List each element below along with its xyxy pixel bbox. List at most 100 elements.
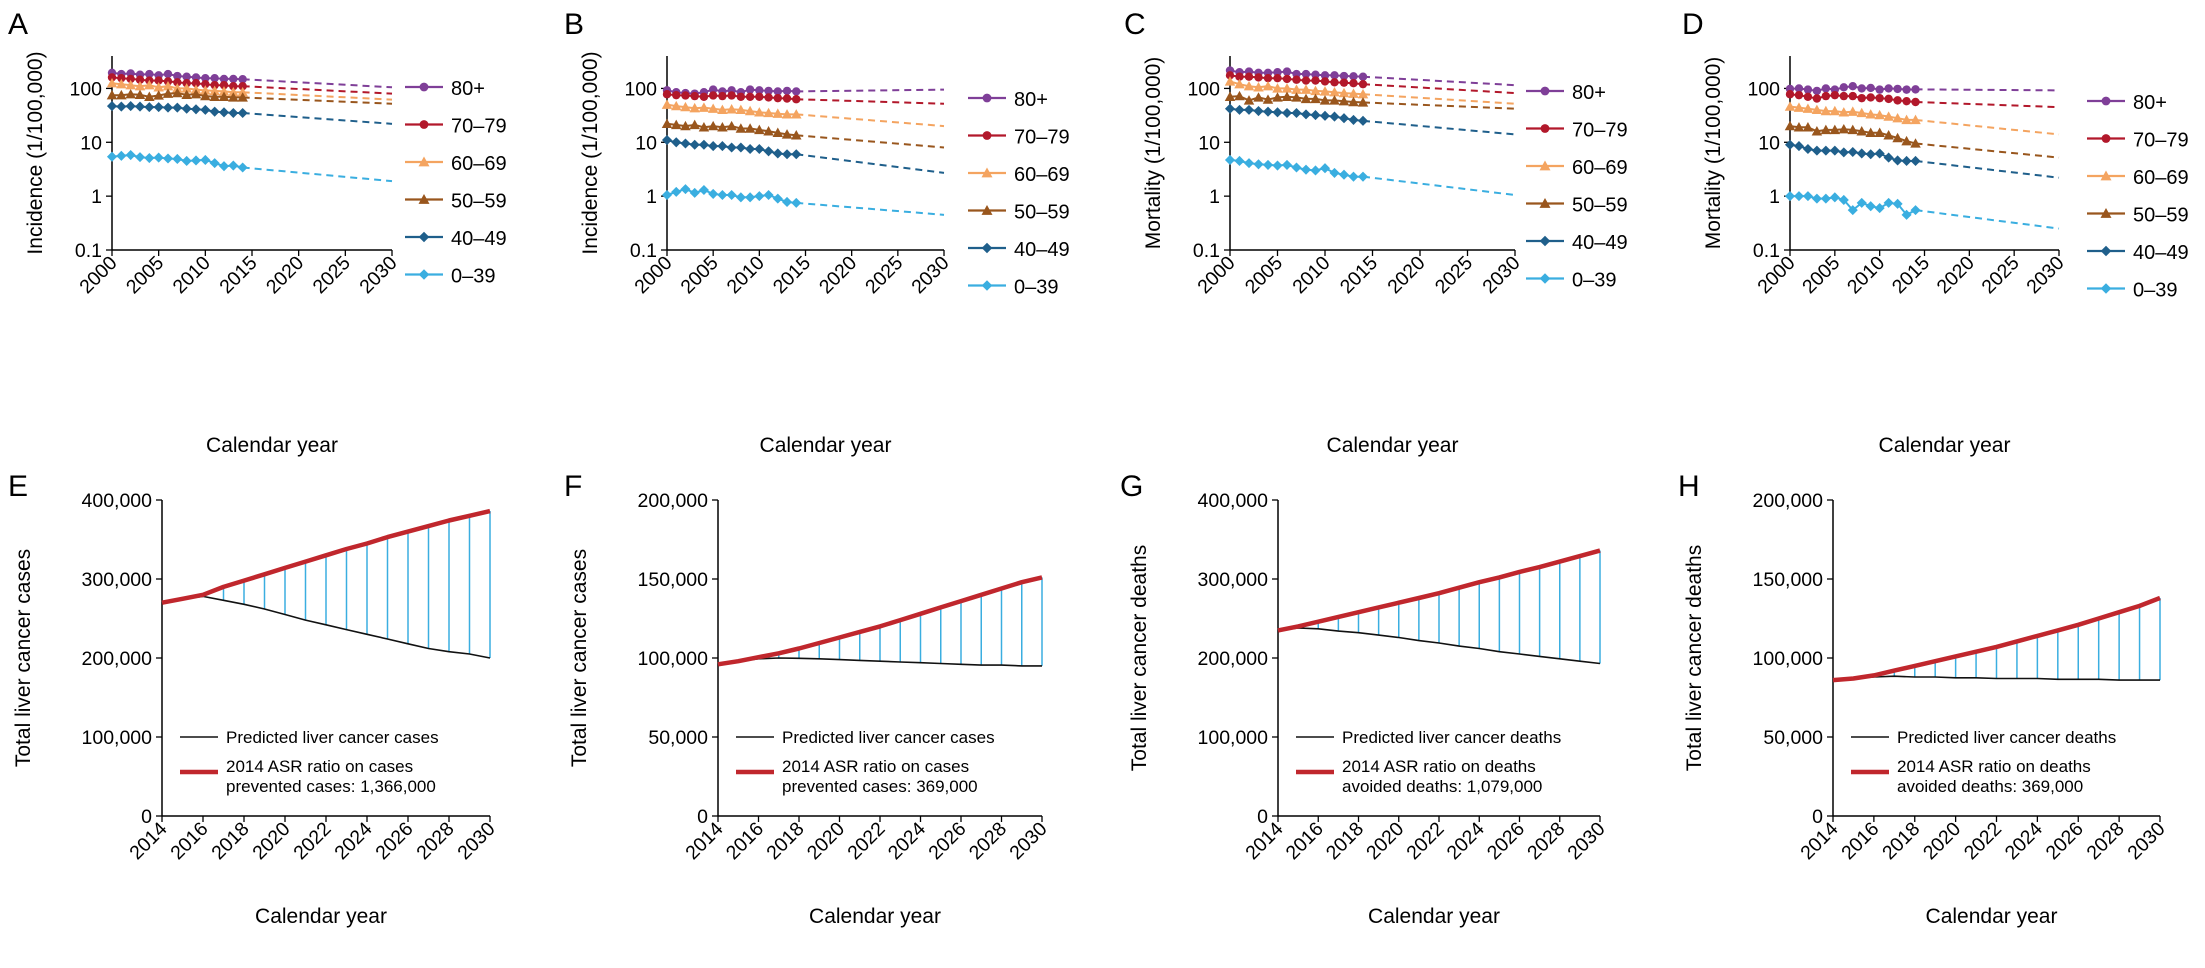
legend-label-60-69: 60–69 <box>451 153 507 175</box>
data-point-0-39 <box>1892 198 1903 209</box>
projection-line-70-79 <box>242 85 393 95</box>
data-point-50-59 <box>1224 91 1236 101</box>
data-point-80+ <box>1857 84 1866 93</box>
projection-line-80+ <box>796 88 945 93</box>
x-tick-label: 2005 <box>122 252 168 298</box>
legend-label-70-79: 70–79 <box>1014 127 1070 149</box>
data-point-40-49 <box>1300 109 1312 120</box>
x-tick-label: 2020 <box>815 252 861 298</box>
x-tick-label: 2015 <box>1336 252 1382 298</box>
legend-label-50-59: 50–59 <box>1014 202 1070 224</box>
data-point-80+ <box>1803 85 1813 94</box>
data-point-40-49 <box>1784 139 1796 150</box>
data-point-50-59 <box>1319 95 1331 105</box>
legend-label-predicted: Predicted liver cancer deaths <box>1897 728 2116 747</box>
x-tick-label: 2022 <box>289 818 335 864</box>
data-point-40-49 <box>1901 155 1912 167</box>
data-point-60-69 <box>1338 87 1350 98</box>
x-tick-label: 2005 <box>676 252 722 298</box>
data-point-80+ <box>1893 84 1902 94</box>
data-point-40-49 <box>698 139 709 150</box>
data-point-50-59 <box>181 89 192 100</box>
x-tick-label: 2022 <box>1402 818 1448 864</box>
legend-label-predicted: Predicted liver cancer deaths <box>1342 728 1561 747</box>
x-tick-label: 2018 <box>207 818 253 864</box>
data-point-60-69 <box>1865 109 1876 119</box>
data-point-50-59 <box>1883 130 1894 140</box>
data-point-40-49 <box>1291 107 1302 119</box>
data-point-0-39 <box>1820 193 1831 204</box>
data-point-0-39 <box>1811 193 1822 204</box>
data-point-0-39 <box>1847 205 1858 216</box>
x-tick-label: 2025 <box>1431 252 1477 298</box>
data-point-60-69 <box>134 80 146 91</box>
data-point-50-59 <box>670 119 682 130</box>
data-point-40-49 <box>726 142 737 153</box>
data-point-40-49 <box>1253 106 1264 117</box>
data-point-50-59 <box>1892 132 1903 143</box>
x-tick-label: 2020 <box>1383 252 1429 298</box>
asr-line <box>1277 548 1601 633</box>
legend-marker-40-49 <box>418 231 430 243</box>
data-point-0-39 <box>1281 159 1293 170</box>
x-tick-label: 2024 <box>2001 818 2047 864</box>
data-point-70-79 <box>173 78 182 87</box>
y-tick-label: 100,000 <box>1753 648 1824 670</box>
data-point-40-49 <box>1892 155 1903 166</box>
data-point-40-49 <box>717 141 728 152</box>
data-point-60-69 <box>1357 88 1369 99</box>
legend-marker-40-49 <box>981 242 993 254</box>
legend-label-50-59: 50–59 <box>1572 195 1628 217</box>
legend-label-40-49: 40–49 <box>1014 239 1070 261</box>
y-tick-label: 1 <box>1209 186 1220 208</box>
x-tick-label: 2030 <box>907 252 953 298</box>
data-point-0-39 <box>1802 191 1813 202</box>
data-point-80+ <box>191 73 201 82</box>
legend-marker-60-69 <box>981 167 993 178</box>
data-point-70-79 <box>1848 91 1857 101</box>
asr-line <box>1832 595 2161 683</box>
data-point-0-39 <box>717 189 728 201</box>
data-point-60-69 <box>744 105 756 116</box>
legend-label-predicted: Predicted liver cancer cases <box>782 728 995 747</box>
legend-marker-60-69 <box>418 156 430 167</box>
x-tick-label: 2026 <box>2042 818 2088 864</box>
data-point-70-79 <box>154 76 163 85</box>
data-point-70-79 <box>1785 90 1795 99</box>
data-point-80+ <box>773 87 782 96</box>
y-tick-label: 100 <box>69 78 102 100</box>
data-point-0-39 <box>1838 194 1849 205</box>
data-point-50-59 <box>1300 93 1312 104</box>
data-point-40-49 <box>1865 149 1876 160</box>
legend-marker-40-49 <box>1539 235 1551 247</box>
data-point-50-59 <box>1348 96 1359 107</box>
legend-label-50-59: 50–59 <box>451 191 507 213</box>
data-point-70-79 <box>1244 72 1254 81</box>
data-point-80+ <box>229 74 238 84</box>
data-point-50-59 <box>162 88 174 98</box>
y-tick-label: 50,000 <box>648 727 708 749</box>
data-point-50-59 <box>1281 91 1293 101</box>
x-tick-label: 2025 <box>1977 252 2023 298</box>
data-point-0-39 <box>1262 159 1274 170</box>
data-point-70-79 <box>1282 74 1292 84</box>
legend-marker-70-79 <box>419 120 429 129</box>
x-tick-label: 2005 <box>1798 252 1844 298</box>
data-point-60-69 <box>726 104 737 114</box>
legend-label-70-79: 70–79 <box>1572 120 1628 142</box>
data-point-50-59 <box>707 120 719 131</box>
data-point-50-59 <box>1910 138 1921 148</box>
legend-label-80+: 80+ <box>451 78 485 100</box>
data-point-70-79 <box>135 75 145 84</box>
data-point-60-69 <box>1892 112 1903 123</box>
data-point-60-69 <box>1820 105 1832 116</box>
x-tick-label: 2020 <box>1933 252 1979 298</box>
y-tick-label: 0.1 <box>1753 240 1780 262</box>
projection-line-70-79 <box>1362 83 1516 95</box>
data-point-60-69 <box>707 103 719 113</box>
data-point-0-39 <box>708 188 719 199</box>
y-tick-label: 100,000 <box>638 648 709 670</box>
data-point-50-59 <box>763 126 774 136</box>
